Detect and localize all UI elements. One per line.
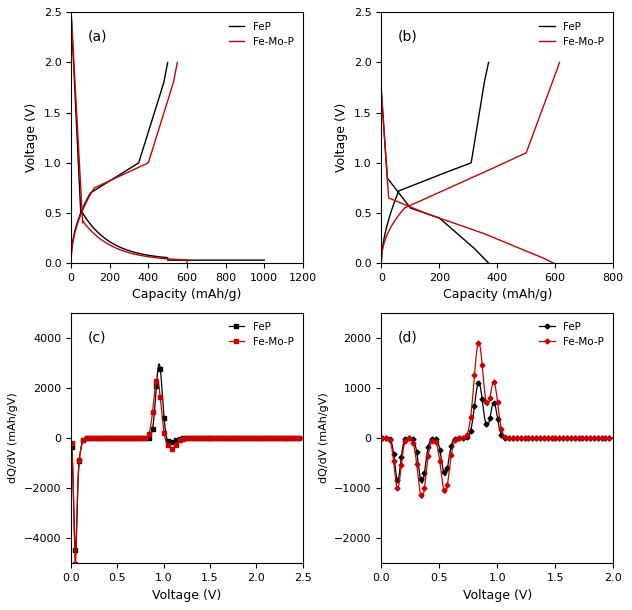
Y-axis label: Voltage (V): Voltage (V) (336, 103, 348, 173)
FeP (108, 434, 116, 442)
FeP (77, 206, 85, 213)
Line: Fe-Mo-P: Fe-Mo-P (380, 341, 615, 500)
X-axis label: Voltage (V): Voltage (V) (463, 589, 532, 601)
FeP (445, 223, 453, 230)
Fe-Mo-P (477, 348, 485, 355)
FeP (94, 434, 102, 442)
Line: FeP: FeP (380, 381, 615, 485)
FeP (485, 259, 492, 267)
Line: Fe-Mo-P: Fe-Mo-P (70, 378, 305, 566)
FeP (252, 256, 259, 264)
Fe-Mo-P (399, 200, 406, 207)
Fe-Mo-P (68, 440, 75, 447)
FeP (456, 232, 463, 239)
FeP (68, 9, 75, 16)
Fe-Mo-P (506, 240, 514, 248)
Text: (a): (a) (87, 30, 107, 44)
FeP (167, 439, 174, 446)
FeP (201, 256, 209, 264)
Fe-Mo-P (605, 434, 612, 442)
Line: Fe-Mo-P: Fe-Mo-P (381, 93, 559, 266)
Legend: FeP, Fe-Mo-P: FeP, Fe-Mo-P (535, 18, 608, 51)
Fe-Mo-P (71, 561, 79, 568)
FeP (260, 256, 268, 264)
FeP (418, 479, 426, 487)
Line: FeP: FeP (71, 12, 264, 260)
Fe-Mo-P (239, 262, 246, 270)
FeP (420, 209, 428, 217)
Fe-Mo-P (270, 434, 277, 442)
FeP (295, 434, 302, 442)
Fe-Mo-P (94, 434, 102, 442)
Fe-Mo-P (167, 444, 174, 451)
Fe-Mo-P (556, 262, 563, 270)
Fe-Mo-P (173, 256, 180, 263)
Fe-Mo-P (228, 262, 235, 270)
X-axis label: Capacity (mAh/g): Capacity (mAh/g) (442, 289, 552, 301)
Legend: FeP, Fe-Mo-P: FeP, Fe-Mo-P (224, 318, 298, 351)
Fe-Mo-P (377, 89, 385, 96)
X-axis label: Voltage (V): Voltage (V) (152, 589, 222, 601)
FeP (477, 386, 485, 393)
FeP (88, 222, 95, 229)
Fe-Mo-P (580, 434, 588, 442)
Fe-Mo-P (435, 214, 443, 221)
FeP (455, 231, 463, 239)
FeP (475, 379, 482, 387)
FeP (157, 366, 164, 373)
Legend: FeP, Fe-Mo-P: FeP, Fe-Mo-P (535, 318, 608, 351)
Text: (c): (c) (87, 330, 106, 344)
Fe-Mo-P (205, 262, 213, 270)
Line: FeP: FeP (381, 93, 489, 263)
Y-axis label: Voltage (V): Voltage (V) (25, 103, 38, 173)
Fe-Mo-P (507, 241, 514, 248)
Fe-Mo-P (404, 435, 412, 442)
Y-axis label: dQ/dV (mAh/gV): dQ/dV (mAh/gV) (319, 393, 329, 483)
Fe-Mo-P (289, 262, 297, 270)
FeP (68, 443, 75, 451)
X-axis label: Capacity (mAh/g): Capacity (mAh/g) (132, 289, 241, 301)
Legend: FeP, Fe-Mo-P: FeP, Fe-Mo-P (224, 18, 298, 51)
Fe-Mo-P (609, 434, 617, 442)
FeP (609, 434, 617, 442)
FeP (378, 434, 386, 442)
Fe-Mo-P (475, 339, 482, 346)
Fe-Mo-P (183, 262, 191, 270)
FeP (404, 434, 412, 442)
FeP (299, 434, 307, 442)
Text: (d): (d) (398, 330, 417, 344)
Line: Fe-Mo-P: Fe-Mo-P (71, 12, 293, 266)
Line: FeP: FeP (70, 362, 305, 552)
FeP (155, 361, 163, 368)
FeP (467, 426, 475, 434)
Fe-Mo-P (68, 9, 75, 16)
Fe-Mo-P (418, 495, 426, 502)
Fe-Mo-P (299, 434, 307, 442)
Fe-Mo-P (448, 219, 456, 226)
FeP (418, 479, 426, 487)
FeP (413, 206, 420, 213)
Fe-Mo-P (108, 434, 116, 442)
Fe-Mo-P (295, 434, 302, 442)
FeP (391, 184, 398, 191)
FeP (377, 89, 385, 96)
FeP (257, 256, 265, 264)
Fe-Mo-P (490, 234, 497, 241)
Text: (b): (b) (398, 30, 417, 44)
FeP (580, 434, 588, 442)
Fe-Mo-P (115, 246, 123, 253)
Fe-Mo-P (144, 253, 152, 260)
Fe-Mo-P (154, 376, 161, 383)
FeP (164, 256, 171, 264)
FeP (166, 256, 173, 264)
FeP (605, 434, 612, 442)
Fe-Mo-P (378, 434, 386, 442)
Fe-Mo-P (418, 495, 426, 502)
Y-axis label: dQ/dV (mAh/gV): dQ/dV (mAh/gV) (8, 393, 18, 483)
FeP (71, 547, 79, 554)
Fe-Mo-P (467, 413, 475, 420)
FeP (270, 434, 277, 442)
Fe-Mo-P (157, 395, 164, 403)
